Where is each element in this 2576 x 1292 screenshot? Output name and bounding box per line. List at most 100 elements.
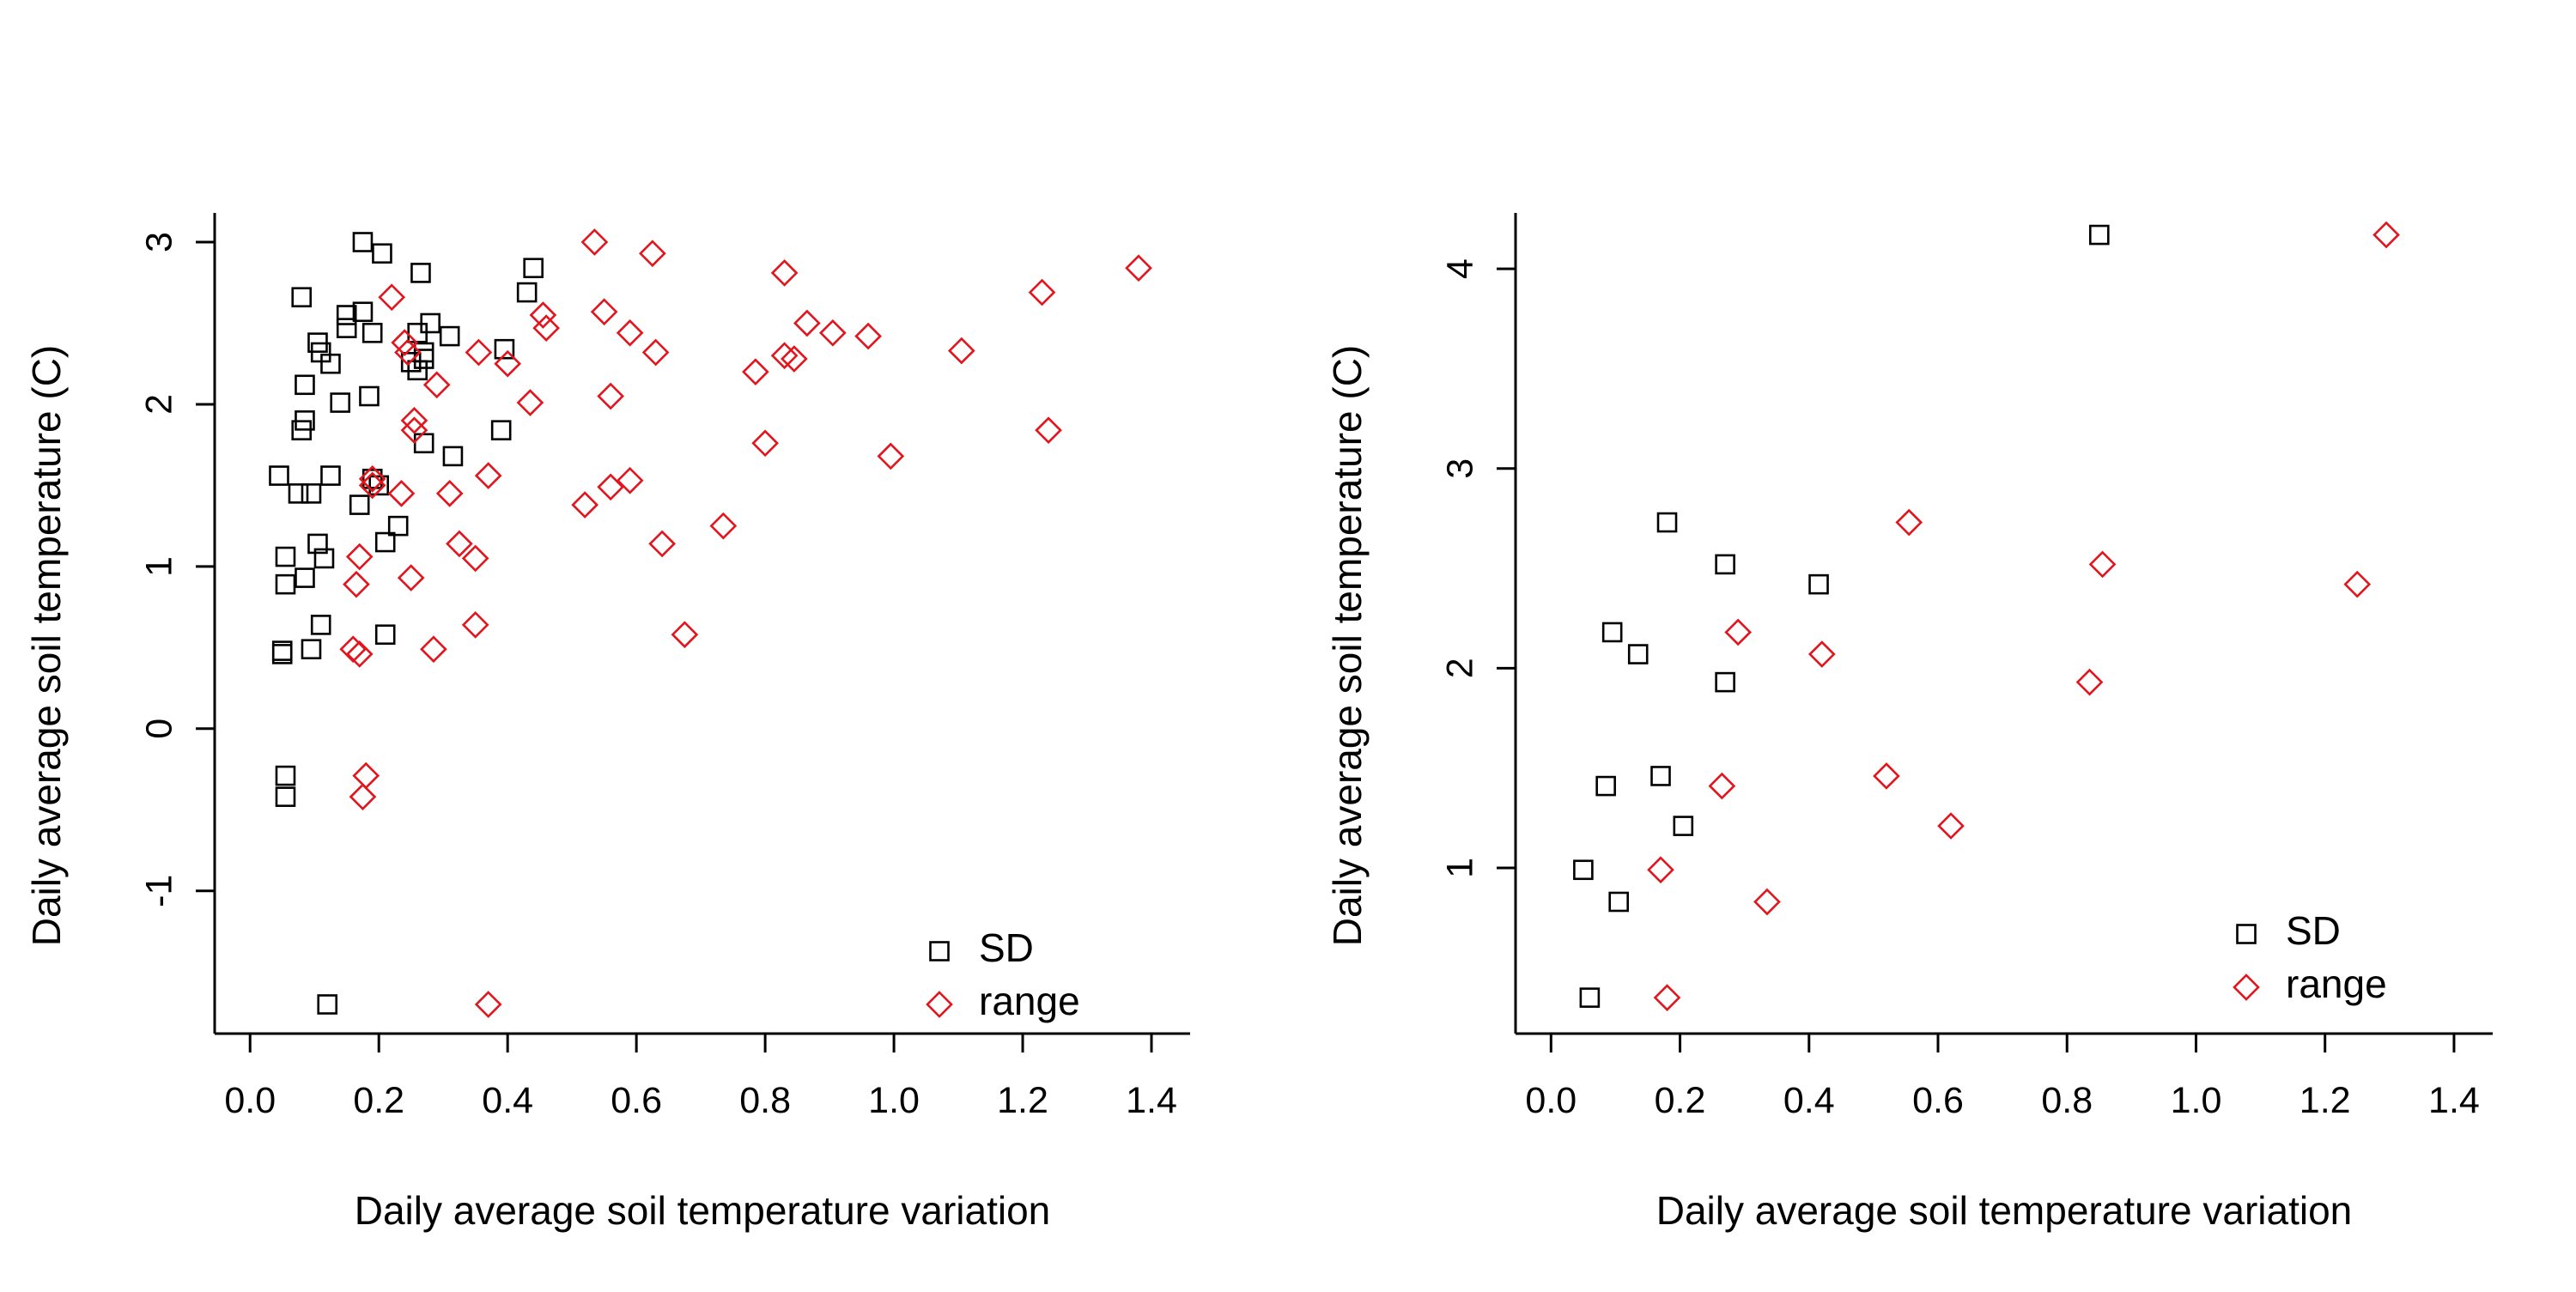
data-point-range: [532, 314, 561, 342]
data-point-range: [1647, 856, 1674, 884]
data-point-sd: [1601, 622, 1623, 643]
data-point-sd: [275, 786, 296, 807]
data-point-sd: [361, 469, 383, 489]
data-point-sd: [295, 567, 315, 588]
x-tick-label: 1.4: [1126, 1080, 1177, 1121]
data-point-sd: [439, 325, 460, 347]
data-point-range: [516, 389, 544, 416]
legend-label-range: range: [979, 979, 1080, 1023]
data-point-range: [1753, 888, 1781, 916]
series-range: [1647, 221, 2400, 1011]
data-point-range: [770, 342, 799, 370]
data-point-range: [494, 349, 522, 378]
data-point-sd: [1715, 671, 1735, 693]
data-point-sd: [288, 483, 309, 504]
data-point-range: [400, 416, 428, 445]
x-tick-label: 0.4: [1783, 1080, 1835, 1121]
data-point-range: [345, 543, 374, 571]
data-point-sd: [410, 263, 431, 283]
series-range: [339, 228, 1152, 1018]
legend-label-sd: SD: [979, 925, 1034, 970]
data-point-sd: [1627, 644, 1649, 664]
data-point-sd: [374, 624, 396, 646]
data-point-range: [349, 783, 377, 810]
data-point-range: [793, 309, 821, 337]
data-point-range: [474, 462, 502, 489]
data-point-sd: [413, 433, 434, 454]
legend-label-range: range: [2286, 961, 2387, 1006]
data-point-sd: [1656, 512, 1678, 533]
data-point-range: [358, 471, 386, 500]
data-point-sd: [1608, 891, 1629, 913]
data-point-sd: [352, 301, 374, 323]
x-axis-title: Daily average soil temperature variation: [355, 1188, 1051, 1233]
data-point-range: [639, 240, 666, 268]
data-point-range: [781, 345, 808, 373]
data-point-range: [2372, 221, 2400, 249]
data-point-range: [819, 318, 847, 347]
data-point-range: [751, 429, 779, 458]
y-tick-label: 4: [1439, 258, 1480, 279]
data-point-range: [770, 259, 799, 287]
data-point-range: [616, 318, 644, 347]
data-point-sd: [1650, 766, 1671, 786]
left-scatter-panel: Daily average soil temperature variation…: [24, 213, 1190, 1233]
data-point-range: [2075, 668, 2104, 696]
y-tick-label: 2: [1439, 658, 1480, 678]
data-point-range: [742, 358, 769, 385]
data-point-range: [446, 530, 473, 558]
legend-marker-sd: [2236, 924, 2257, 944]
data-point-sd: [313, 548, 335, 569]
data-point-sd: [387, 515, 409, 537]
data-point-range: [1028, 278, 1056, 306]
data-point-sd: [336, 318, 357, 338]
data-point-sd: [349, 494, 370, 515]
data-point-sd: [1595, 775, 1616, 797]
data-point-range: [616, 466, 644, 494]
x-tick-label: 0.8: [739, 1080, 791, 1121]
data-point-range: [461, 544, 489, 573]
data-point-sd: [1808, 573, 1829, 595]
data-point-sd: [275, 546, 296, 567]
legend-marker-sd: [929, 941, 950, 961]
data-point-range: [854, 322, 882, 350]
x-tick-label: 1.2: [2300, 1080, 2351, 1121]
data-point-range: [397, 564, 425, 591]
data-point-sd: [352, 232, 374, 252]
data-point-sd: [516, 282, 538, 303]
data-point-range: [1807, 640, 1836, 668]
x-tick-label: 1.0: [2171, 1080, 2222, 1121]
data-point-range: [400, 406, 428, 434]
data-point-range: [465, 338, 493, 367]
data-point-sd: [1715, 554, 1735, 575]
x-tick-label: 0.0: [224, 1080, 276, 1121]
y-axis-title: Daily average soil temperature (C): [24, 345, 69, 947]
data-point-sd: [374, 531, 396, 553]
x-tick-label: 0.2: [353, 1080, 404, 1121]
data-point-sd: [320, 353, 341, 374]
data-point-sd: [1579, 987, 1601, 1008]
data-point-range: [2343, 570, 2372, 598]
data-point-range: [671, 621, 699, 649]
data-point-sd: [407, 360, 428, 381]
x-tick-label: 0.4: [482, 1080, 533, 1121]
data-point-sd: [368, 475, 390, 496]
data-point-range: [343, 570, 370, 598]
data-point-sd: [330, 392, 351, 413]
x-tick-label: 1.0: [868, 1080, 920, 1121]
x-axis-title: Daily average soil temperature variation: [1656, 1188, 2353, 1233]
data-point-sd: [291, 420, 313, 440]
data-point-range: [597, 473, 624, 501]
series-sd: [1573, 224, 2110, 1008]
data-point-sd: [490, 420, 512, 440]
data-point-sd: [359, 385, 380, 407]
data-point-range: [378, 283, 406, 312]
data-point-range: [394, 338, 422, 367]
data-point-range: [1895, 508, 1923, 537]
series-sd: [269, 232, 544, 1015]
right-scatter-panel: Daily average soil temperature variation…: [1325, 213, 2493, 1233]
data-point-range: [709, 512, 738, 540]
data-point-range: [422, 371, 451, 399]
